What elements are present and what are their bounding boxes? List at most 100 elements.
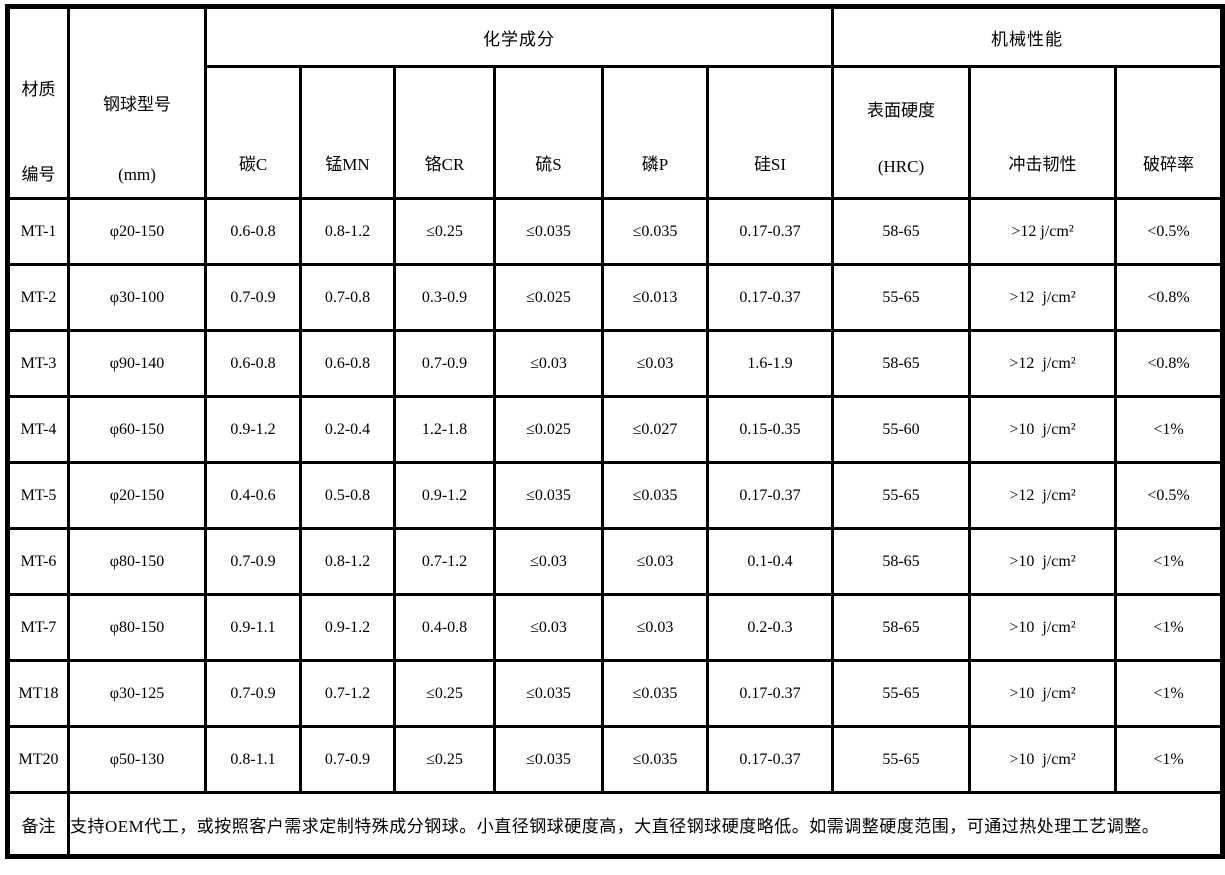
cell-carbon: 0.7-0.9 — [204, 527, 302, 596]
table-row: MT-6 φ80-150 0.7-0.9 0.8-1.2 0.7-1.2 ≤0.… — [6, 527, 1225, 596]
cell-silicon: 0.2-0.3 — [706, 593, 834, 662]
cell-ball-model: φ80-150 — [67, 527, 207, 596]
cell-ball-model: φ60-150 — [67, 395, 207, 464]
cell-carbon: 0.7-0.9 — [204, 659, 302, 728]
cell-silicon: 0.17-0.37 — [706, 461, 834, 530]
header-surface-hardness-line2: (HRC) — [877, 157, 925, 176]
cell-breakage-rate: <0.8% — [1113, 263, 1225, 332]
cell-breakage-rate: <1% — [1113, 395, 1225, 464]
cell-sulfur: ≤0.035 — [493, 197, 604, 266]
cell-breakage-rate: <0.5% — [1113, 197, 1225, 266]
table-row: MT-5 φ20-150 0.4-0.6 0.5-0.8 0.9-1.2 ≤0.… — [6, 461, 1225, 530]
cell-breakage-rate: <1% — [1113, 593, 1225, 662]
cell-phosphorus: ≤0.03 — [601, 527, 709, 596]
remark-label: 备注 — [6, 791, 70, 858]
cell-surface-hardness: 55-65 — [831, 659, 971, 728]
cell-silicon: 0.17-0.37 — [706, 263, 834, 332]
table-header: 材质 编号 钢球型号 (mm) 化学成分 机械性能 碳C 锰MN 铬CR 硫S — [6, 5, 1225, 200]
cell-carbon: 0.8-1.1 — [204, 725, 302, 794]
cell-phosphorus: ≤0.03 — [601, 329, 709, 398]
cell-phosphorus: ≤0.035 — [601, 461, 709, 530]
header-phosphorus: 磷P — [601, 65, 709, 200]
cell-manganese: 0.7-1.2 — [299, 659, 396, 728]
cell-material-no: MT18 — [6, 659, 70, 728]
header-silicon: 硅SI — [706, 65, 834, 200]
cell-ball-model: φ20-150 — [67, 461, 207, 530]
cell-carbon: 0.4-0.6 — [204, 461, 302, 530]
cell-chromium: 0.7-0.9 — [393, 329, 496, 398]
table-row: MT-2 φ30-100 0.7-0.9 0.7-0.8 0.3-0.9 ≤0.… — [6, 263, 1225, 332]
cell-manganese: 0.8-1.2 — [299, 527, 396, 596]
cell-material-no: MT-3 — [6, 329, 70, 398]
cell-silicon: 0.15-0.35 — [706, 395, 834, 464]
cell-chromium: 0.9-1.2 — [393, 461, 496, 530]
cell-material-no: MT-1 — [6, 197, 70, 266]
header-chemical-composition-group: 化学成分 — [204, 5, 834, 68]
table-row: MT18 φ30-125 0.7-0.9 0.7-1.2 ≤0.25 ≤0.03… — [6, 659, 1225, 728]
header-ball-model-line2: (mm) — [118, 165, 156, 184]
cell-ball-model: φ20-150 — [67, 197, 207, 266]
cell-carbon: 0.9-1.1 — [204, 593, 302, 662]
cell-sulfur: ≤0.025 — [493, 263, 604, 332]
cell-manganese: 0.5-0.8 — [299, 461, 396, 530]
cell-chromium: 1.2-1.8 — [393, 395, 496, 464]
cell-manganese: 0.7-0.8 — [299, 263, 396, 332]
cell-material-no: MT-7 — [6, 593, 70, 662]
cell-surface-hardness: 58-65 — [831, 197, 971, 266]
cell-phosphorus: ≤0.027 — [601, 395, 709, 464]
cell-manganese: 0.8-1.2 — [299, 197, 396, 266]
cell-material-no: MT-4 — [6, 395, 70, 464]
cell-sulfur: ≤0.03 — [493, 593, 604, 662]
table-row: MT-1 φ20-150 0.6-0.8 0.8-1.2 ≤0.25 ≤0.03… — [6, 197, 1225, 266]
cell-ball-model: φ30-125 — [67, 659, 207, 728]
cell-carbon: 0.7-0.9 — [204, 263, 302, 332]
cell-material-no: MT-6 — [6, 527, 70, 596]
cell-breakage-rate: <1% — [1113, 527, 1225, 596]
cell-impact-toughness: >10 j/cm² — [968, 725, 1117, 794]
cell-breakage-rate: <0.8% — [1113, 329, 1225, 398]
remark-text: 支持OEM代工，或按照客户需求定制特殊成分钢球。小直径钢球硬度高，大直径钢球硬度… — [66, 791, 1225, 858]
cell-sulfur: ≤0.035 — [493, 659, 604, 728]
cell-silicon: 0.1-0.4 — [706, 527, 834, 596]
header-material-no-line1: 材质 — [21, 80, 56, 99]
header-material-no-line2: 编号 — [21, 165, 56, 184]
cell-impact-toughness: >10 j/cm² — [968, 659, 1117, 728]
table-footer: 备注 支持OEM代工，或按照客户需求定制特殊成分钢球。小直径钢球硬度高，大直径钢… — [6, 791, 1225, 858]
table-row: MT20 φ50-130 0.8-1.1 0.7-0.9 ≤0.25 ≤0.03… — [6, 725, 1225, 794]
cell-manganese: 0.9-1.2 — [299, 593, 396, 662]
cell-phosphorus: ≤0.013 — [601, 263, 709, 332]
cell-impact-toughness: >10 j/cm² — [968, 395, 1117, 464]
cell-ball-model: φ80-150 — [67, 593, 207, 662]
cell-surface-hardness: 55-60 — [831, 395, 971, 464]
cell-carbon: 0.6-0.8 — [204, 329, 302, 398]
cell-chromium: ≤0.25 — [393, 197, 496, 266]
cell-silicon: 0.17-0.37 — [706, 659, 834, 728]
cell-breakage-rate: <0.5% — [1113, 461, 1225, 530]
cell-sulfur: ≤0.035 — [493, 461, 604, 530]
cell-sulfur: ≤0.03 — [493, 527, 604, 596]
cell-chromium: ≤0.25 — [393, 659, 496, 728]
cell-surface-hardness: 58-65 — [831, 329, 971, 398]
header-impact-toughness: 冲击韧性 — [968, 65, 1117, 200]
header-material-no: 材质 编号 — [6, 5, 70, 200]
cell-manganese: 0.7-0.9 — [299, 725, 396, 794]
header-chromium: 铬CR — [393, 65, 496, 200]
cell-impact-toughness: >12 j/cm² — [968, 329, 1117, 398]
header-carbon: 碳C — [204, 65, 302, 200]
cell-material-no: MT-5 — [6, 461, 70, 530]
cell-breakage-rate: <1% — [1113, 725, 1225, 794]
cell-ball-model: φ30-100 — [67, 263, 207, 332]
cell-chromium: 0.7-1.2 — [393, 527, 496, 596]
cell-sulfur: ≤0.025 — [493, 395, 604, 464]
cell-surface-hardness: 58-65 — [831, 593, 971, 662]
cell-silicon: 0.17-0.37 — [706, 197, 834, 266]
cell-material-no: MT20 — [6, 725, 70, 794]
cell-phosphorus: ≤0.035 — [601, 725, 709, 794]
cell-phosphorus: ≤0.035 — [601, 659, 709, 728]
header-surface-hardness: 表面硬度 (HRC) — [831, 65, 971, 200]
cell-phosphorus: ≤0.035 — [601, 197, 709, 266]
cell-surface-hardness: 55-65 — [831, 263, 971, 332]
cell-chromium: ≤0.25 — [393, 725, 496, 794]
cell-impact-toughness: >10 j/cm² — [968, 527, 1117, 596]
cell-ball-model: φ50-130 — [67, 725, 207, 794]
